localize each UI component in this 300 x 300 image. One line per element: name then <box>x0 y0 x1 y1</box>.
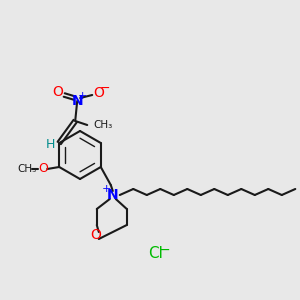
Text: O: O <box>52 85 63 99</box>
Text: +: + <box>102 184 112 194</box>
Text: CH₃: CH₃ <box>18 164 37 174</box>
Text: +: + <box>77 91 87 101</box>
Text: H: H <box>46 139 55 152</box>
Text: N: N <box>71 94 83 108</box>
Text: O: O <box>93 86 104 100</box>
Text: CH₃: CH₃ <box>93 120 112 130</box>
Text: −: − <box>100 82 110 94</box>
Text: O: O <box>90 228 101 242</box>
Text: Cl: Cl <box>148 245 163 260</box>
Text: O: O <box>38 163 48 176</box>
Text: N: N <box>107 188 118 202</box>
Text: −: − <box>158 243 170 257</box>
